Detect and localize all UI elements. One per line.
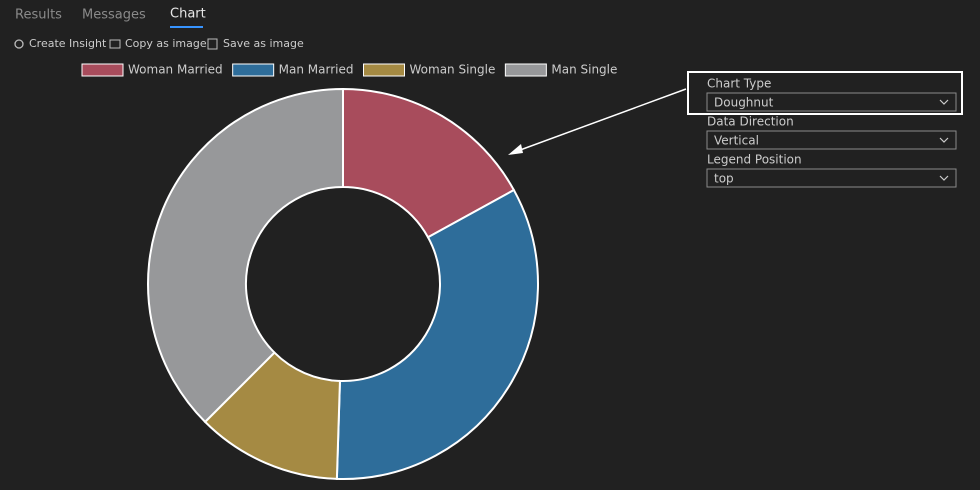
legend-label[interactable]: Man Single — [551, 63, 617, 77]
legend-swatch — [81, 63, 124, 77]
settings-panel: Chart Type Doughnut Data Direction Vertical… — [706, 77, 957, 188]
doughnut-slice[interactable] — [335, 188, 539, 480]
legend-label[interactable]: Woman Single — [410, 63, 496, 77]
dropdown-chevron — [939, 137, 949, 143]
highlight-box — [687, 71, 963, 115]
tab[interactable]: Results — [15, 8, 62, 23]
legend-label[interactable]: Woman Married — [128, 63, 223, 77]
dropdown[interactable] — [706, 168, 957, 188]
setting-label: Chart Type — [707, 77, 771, 91]
save-icon — [207, 38, 218, 50]
insight-icon — [14, 39, 24, 49]
chart: Woman Married Man Married Woman Single Man … — [81, 63, 617, 480]
legend-swatch — [232, 63, 275, 77]
toolbar-button[interactable]: Copy as image — [125, 37, 207, 50]
dropdown[interactable] — [706, 92, 957, 112]
doughnut-slice[interactable] — [342, 87, 516, 239]
dropdown-value[interactable]: Doughnut — [714, 96, 774, 110]
dropdown-value[interactable]: top — [714, 172, 734, 186]
setting-label: Legend Position — [707, 153, 802, 167]
arrow-head — [508, 144, 523, 155]
legend-label[interactable]: Man Married — [279, 63, 354, 77]
dropdown-value[interactable]: Vertical — [714, 134, 759, 148]
doughnut-slice[interactable] — [147, 87, 344, 424]
toolbar-button[interactable]: Create Insight — [29, 37, 107, 50]
legend-swatch — [504, 63, 547, 77]
copy-icon — [109, 39, 121, 49]
legend-swatch — [363, 63, 405, 77]
toolbar: Create Insight Copy as image Save as ima… — [14, 37, 304, 50]
tab-active[interactable]: Chart — [170, 7, 206, 22]
arrow-line — [511, 88, 687, 154]
toolbar-button[interactable]: Save as image — [223, 37, 304, 50]
dropdown[interactable] — [706, 130, 957, 150]
setting-label: Data Direction — [707, 115, 794, 129]
dropdown-chevron — [939, 99, 949, 105]
tab[interactable]: Messages — [82, 8, 146, 23]
tab-underline — [170, 26, 203, 28]
dropdown-chevron — [939, 175, 949, 181]
